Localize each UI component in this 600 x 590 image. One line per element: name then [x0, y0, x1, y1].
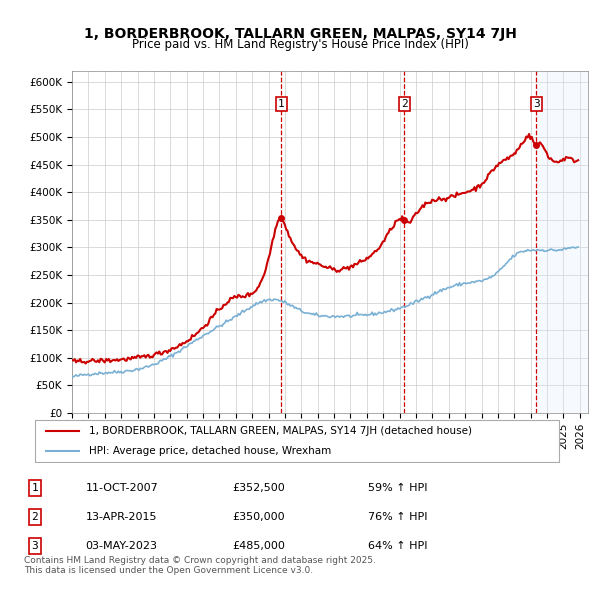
- Bar: [536, 71, 588, 413]
- Text: 03-MAY-2023: 03-MAY-2023: [86, 541, 158, 551]
- Text: 64% ↑ HPI: 64% ↑ HPI: [368, 541, 427, 551]
- Text: 1, BORDERBROOK, TALLARN GREEN, MALPAS, SY14 7JH: 1, BORDERBROOK, TALLARN GREEN, MALPAS, S…: [83, 27, 517, 41]
- Text: 11-OCT-2007: 11-OCT-2007: [86, 483, 158, 493]
- FancyBboxPatch shape: [35, 420, 559, 463]
- Text: 1: 1: [278, 99, 285, 109]
- Text: Contains HM Land Registry data © Crown copyright and database right 2025.
This d: Contains HM Land Registry data © Crown c…: [24, 556, 376, 575]
- Text: 3: 3: [533, 99, 539, 109]
- Text: 59% ↑ HPI: 59% ↑ HPI: [368, 483, 427, 493]
- Text: 2: 2: [32, 512, 38, 522]
- Text: £485,000: £485,000: [232, 541, 285, 551]
- Text: 13-APR-2015: 13-APR-2015: [86, 512, 157, 522]
- Text: 1: 1: [32, 483, 38, 493]
- Text: 2: 2: [401, 99, 407, 109]
- Text: £352,500: £352,500: [232, 483, 285, 493]
- Text: £350,000: £350,000: [232, 512, 285, 522]
- Text: 3: 3: [32, 541, 38, 551]
- Text: Price paid vs. HM Land Registry's House Price Index (HPI): Price paid vs. HM Land Registry's House …: [131, 38, 469, 51]
- Text: 1, BORDERBROOK, TALLARN GREEN, MALPAS, SY14 7JH (detached house): 1, BORDERBROOK, TALLARN GREEN, MALPAS, S…: [89, 427, 472, 436]
- Text: HPI: Average price, detached house, Wrexham: HPI: Average price, detached house, Wrex…: [89, 446, 332, 455]
- Text: 76% ↑ HPI: 76% ↑ HPI: [368, 512, 427, 522]
